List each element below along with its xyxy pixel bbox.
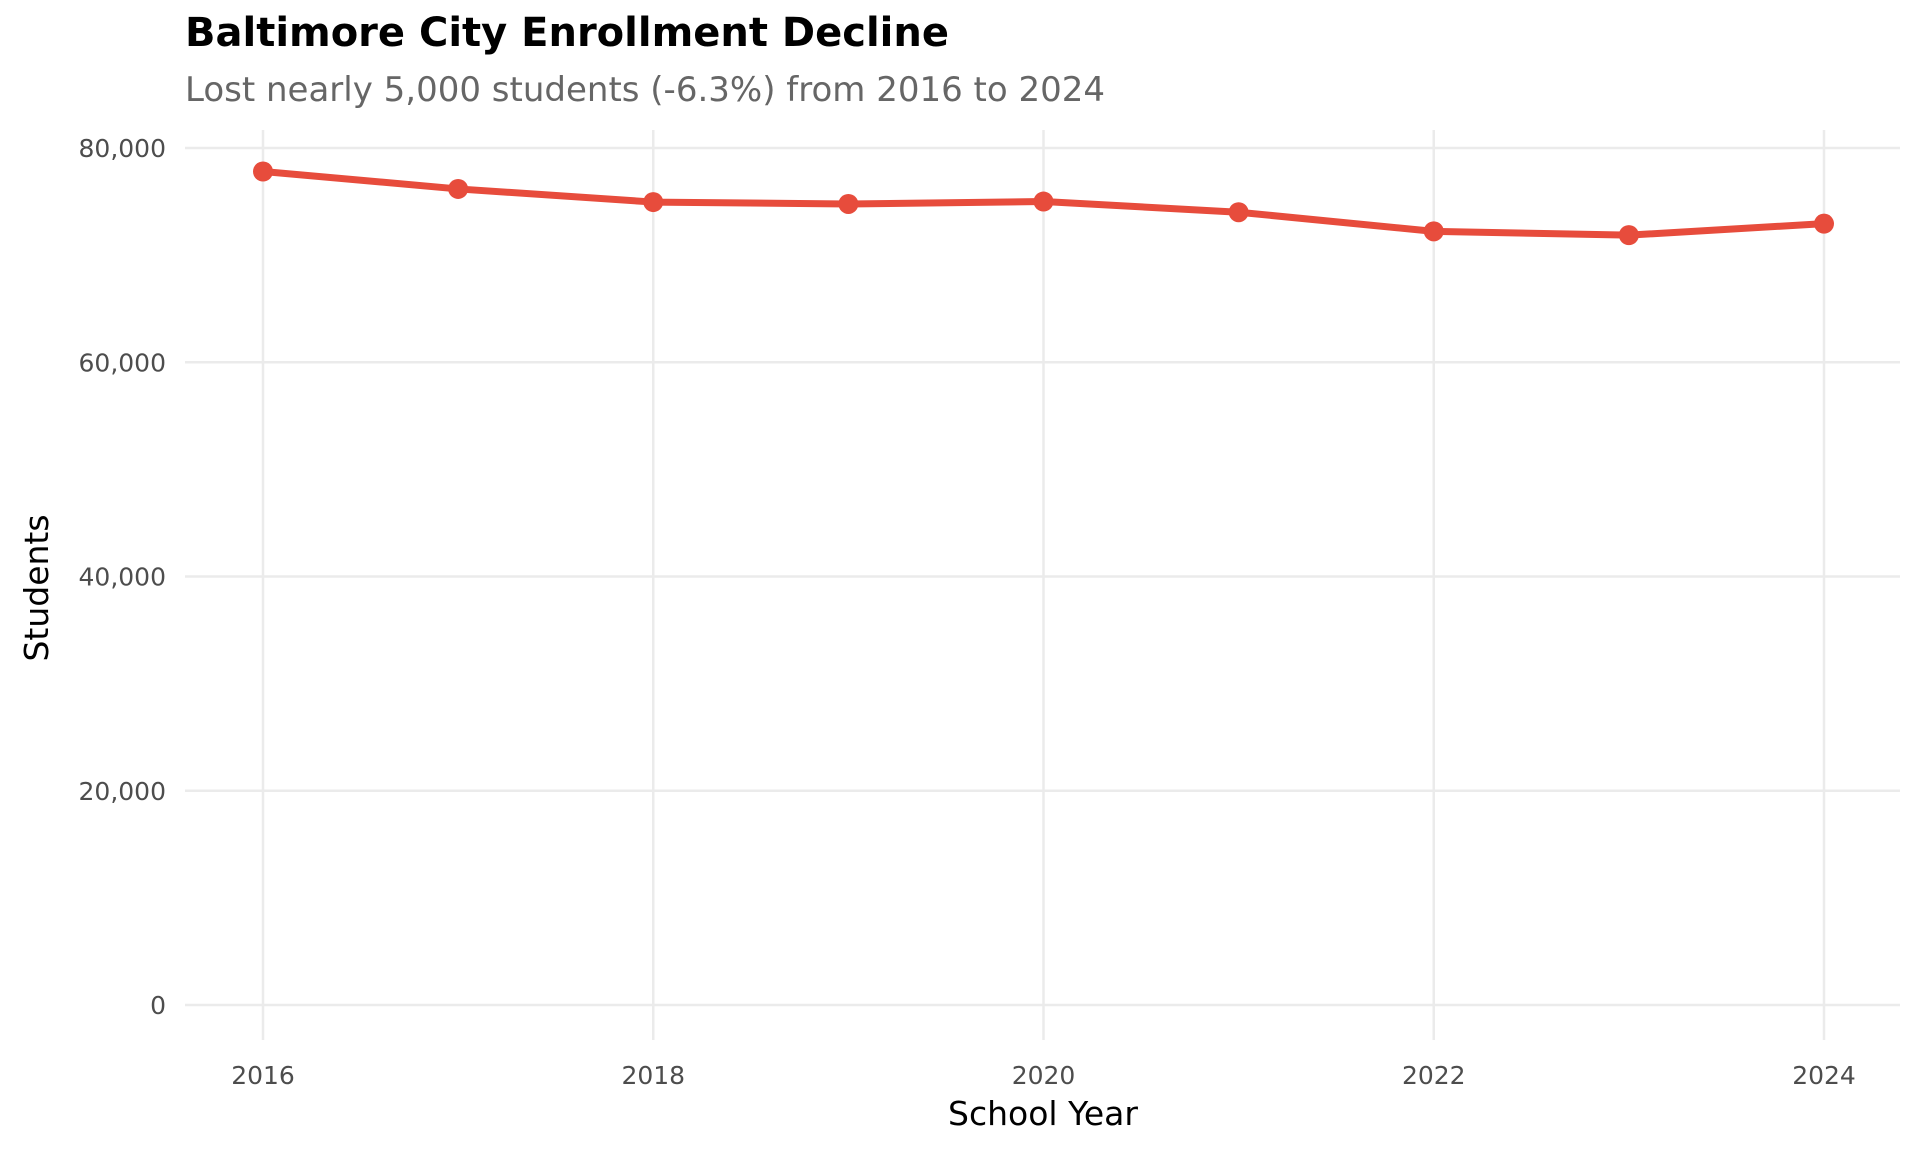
x-tick-label: 2022 [1402, 1061, 1466, 1090]
y-tick-label: 20,000 [79, 777, 166, 806]
data-point [253, 161, 273, 182]
y-axis-ticks: 0 20,000 40,000 60,000 80,000 [79, 134, 166, 1020]
y-tick-label: 60,000 [79, 348, 166, 377]
x-axis-title: School Year [948, 1094, 1138, 1133]
y-tick-label: 40,000 [79, 563, 166, 592]
series-layer [253, 161, 1834, 246]
data-point [448, 178, 469, 199]
data-point [1423, 221, 1444, 242]
data-point [643, 192, 664, 213]
chart-subtitle: Lost nearly 5,000 students (-6.3%) from … [185, 70, 1106, 110]
chart-title: Baltimore City Enrollment Decline [185, 10, 949, 56]
data-point [1033, 191, 1054, 212]
data-point [1618, 225, 1639, 246]
y-tick-label: 0 [150, 991, 166, 1020]
y-tick-label: 80,000 [79, 134, 166, 163]
y-axis-title: Students [17, 514, 56, 661]
x-axis-ticks: 2016 2018 2020 2022 2024 [231, 1061, 1856, 1090]
data-point [1814, 213, 1834, 234]
x-tick-label: 2024 [1792, 1061, 1856, 1090]
x-tick-label: 2018 [621, 1061, 685, 1090]
data-point [1228, 202, 1249, 223]
grid-lines [185, 130, 1900, 1040]
data-point [838, 193, 859, 214]
x-tick-label: 2020 [1012, 1061, 1076, 1090]
x-tick-label: 2016 [231, 1061, 295, 1090]
